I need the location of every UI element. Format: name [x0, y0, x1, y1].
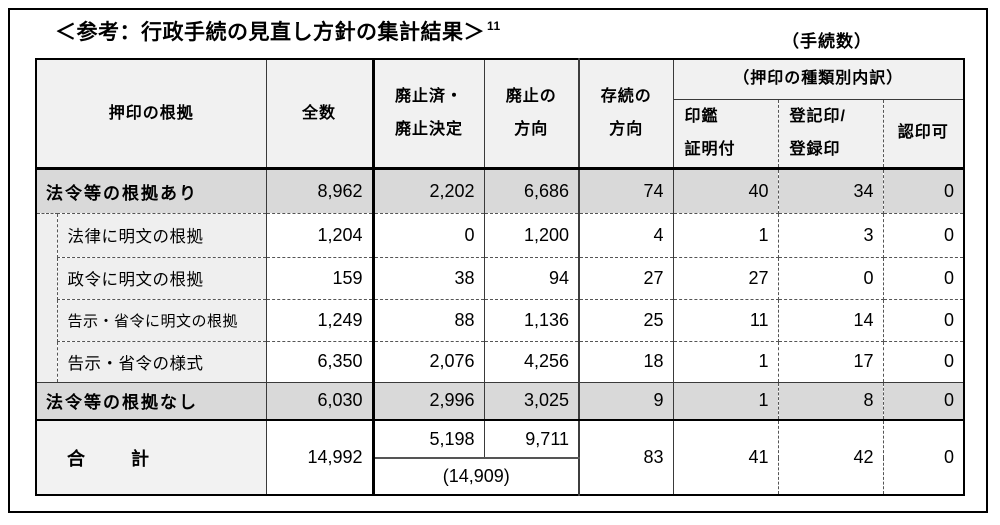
cell-to-abolish: 4,256 [484, 341, 581, 383]
table-row-legal-basis-no: 法令等の根拠なし 6,030 2,996 3,025 9 1 8 0 [36, 382, 965, 422]
cell-informal-seal: 0 [883, 382, 965, 422]
cell-to-abolish: 3,025 [484, 382, 581, 422]
cell-registered-seal: 8 [778, 382, 884, 422]
cell-total: 8,962 [266, 168, 375, 214]
cell-abolished: 88 [373, 299, 485, 342]
table-row-cabinet-order-explicit: 政令に明文の根拠 159 38 94 27 27 0 0 [36, 257, 965, 300]
row-label: 政令に明文の根拠 [56, 257, 267, 300]
header-breakdown-group: （押印の種類別内訳） [673, 59, 965, 100]
row-label: 法律に明文の根拠 [56, 213, 267, 258]
cell-abolish-subtotal: (14,909) [373, 458, 581, 496]
cell-to-continue: 18 [579, 341, 674, 383]
cell-to-continue: 83 [579, 420, 674, 496]
header-abolished-line2: 廃止決定 [395, 121, 464, 139]
header-to-continue: 存続の 方向 [579, 59, 674, 170]
header-seal-certificate: 印鑑 証明付 [673, 99, 779, 170]
cell-seal-certificate: 1 [673, 213, 779, 258]
cell-total: 159 [266, 257, 375, 300]
header-row-top: 押印の根拠 全数 廃止済・ 廃止決定 廃止の 方向 存続の 方向 （押印の種類別… [36, 59, 965, 170]
row-label: 法令等の根拠なし [36, 382, 267, 422]
header-to-abolish-line1: 廃止の [505, 87, 557, 105]
header-to-continue-line2: 方向 [609, 121, 644, 139]
cell-abolished: 2,076 [373, 341, 485, 383]
page-title-text: ＜参考：行政手続の見直し方針の集計結果＞ [55, 21, 485, 44]
cell-registered-seal: 34 [778, 168, 884, 214]
cell-to-continue: 4 [579, 213, 674, 258]
cell-registered-seal: 42 [778, 420, 884, 496]
cell-informal-seal: 0 [883, 420, 965, 496]
cell-abolished: 0 [373, 213, 485, 258]
cell-to-abolish: 94 [484, 257, 581, 300]
row-label: 告示・省令に明文の根拠 [56, 299, 267, 342]
cell-seal-certificate: 40 [673, 168, 779, 214]
cell-abolished: 5,198 [373, 420, 485, 460]
cell-informal-seal: 0 [883, 257, 965, 300]
header-informal-seal: 認印可 [883, 99, 965, 170]
table-row-notification-format: 告示・省令の様式 6,350 2,076 4,256 18 1 17 0 [36, 341, 965, 383]
summary-table: 押印の根拠 全数 廃止済・ 廃止決定 廃止の 方向 存続の 方向 （押印の種類別… [35, 58, 966, 497]
cell-seal-certificate: 27 [673, 257, 779, 300]
header-to-continue-line1: 存続の [600, 87, 652, 105]
cell-registered-seal: 17 [778, 341, 884, 383]
cell-total: 14,992 [266, 420, 375, 496]
table-row-total-subrow: (14,909) [36, 458, 964, 496]
cell-informal-seal: 0 [883, 213, 965, 258]
header-to-abolish: 廃止の 方向 [484, 59, 581, 170]
cell-to-continue: 74 [579, 168, 674, 214]
header-row-bottom: 印鑑 証明付 登記印/ 登録印 認印可 [36, 99, 965, 170]
indent-strip [36, 213, 57, 383]
cell-abolished: 2,202 [373, 168, 485, 214]
cell-to-continue: 9 [579, 382, 674, 422]
header-total: 全数 [266, 59, 375, 170]
cell-to-abolish: 9,711 [484, 420, 581, 460]
cell-informal-seal: 0 [883, 341, 965, 383]
header-registered-seal: 登記印/ 登録印 [778, 99, 884, 170]
header-seal-certificate-line2: 証明付 [684, 141, 736, 159]
cell-abolished: 38 [373, 257, 485, 300]
cell-informal-seal: 0 [883, 299, 965, 342]
unit-note: （手続数） [782, 32, 872, 51]
cell-seal-certificate: 41 [673, 420, 779, 496]
cell-seal-certificate: 1 [673, 341, 779, 383]
cell-to-abolish: 1,136 [484, 299, 581, 342]
table-row-law-explicit: 法律に明文の根拠 1,204 0 1,200 4 1 3 0 [36, 213, 965, 383]
cell-to-abolish: 1,200 [484, 213, 581, 258]
table-row-legal-basis-yes: 法令等の根拠あり 8,962 2,202 6,686 74 40 34 0 [36, 168, 965, 214]
header-to-abolish-line2: 方向 [514, 121, 549, 139]
cell-to-continue: 27 [579, 257, 674, 300]
cell-seal-certificate: 1 [673, 382, 779, 422]
page-title: ＜参考：行政手続の見直し方針の集計結果＞ 11 [55, 16, 501, 46]
cell-to-abolish: 6,686 [484, 168, 581, 214]
header-seal-certificate-line1: 印鑑 [684, 107, 719, 125]
cell-abolished: 2,996 [373, 382, 485, 422]
row-label: 法令等の根拠あり [36, 168, 267, 214]
row-label: 告示・省令の様式 [56, 341, 267, 383]
row-label: 合 計 [36, 420, 267, 496]
header-abolished: 廃止済・ 廃止決定 [373, 59, 485, 170]
table-row-notification-explicit: 告示・省令に明文の根拠 1,249 88 1,136 25 11 14 0 [36, 299, 965, 342]
cell-informal-seal: 0 [883, 168, 965, 214]
cell-registered-seal: 3 [778, 213, 884, 258]
footnote-superscript: 11 [487, 19, 501, 33]
table-row-total: 合 計 14,992 5,198 9,711 83 41 42 0 [36, 420, 965, 496]
header-abolished-line1: 廃止済・ [395, 87, 464, 105]
header-registered-seal-line2: 登録印 [789, 141, 841, 159]
cell-total: 6,350 [266, 341, 375, 383]
cell-registered-seal: 14 [778, 299, 884, 342]
cell-registered-seal: 0 [778, 257, 884, 300]
summary-table-container: 押印の根拠 全数 廃止済・ 廃止決定 廃止の 方向 存続の 方向 （押印の種類別… [35, 58, 966, 497]
header-registered-seal-line1: 登記印/ [789, 107, 846, 125]
cell-total: 6,030 [266, 382, 375, 422]
header-basis: 押印の根拠 [36, 59, 267, 170]
cell-total: 1,249 [266, 299, 375, 342]
cell-to-continue: 25 [579, 299, 674, 342]
cell-seal-certificate: 11 [673, 299, 779, 342]
cell-total: 1,204 [266, 213, 375, 258]
